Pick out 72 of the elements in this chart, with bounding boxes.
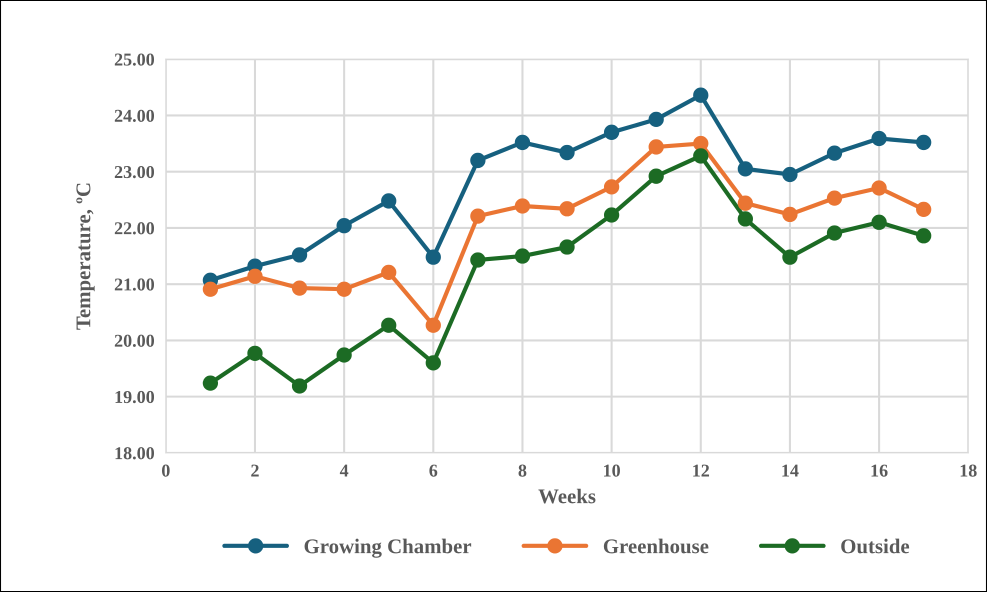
point: [336, 347, 352, 363]
point: [202, 282, 218, 297]
point: [381, 193, 396, 209]
x-tick-label: 14: [782, 464, 799, 477]
point: [604, 207, 620, 223]
legend-label: Greenhouse: [604, 538, 708, 554]
point: [738, 161, 753, 177]
y-tick-label: 18.00: [116, 447, 154, 460]
point: [202, 376, 218, 391]
point: [559, 239, 575, 255]
point: [738, 211, 753, 227]
point: [470, 208, 486, 224]
point: [559, 144, 575, 160]
point: [514, 198, 530, 214]
x-tick-label: 2: [251, 464, 259, 477]
y-tick-label: 22.00: [114, 222, 154, 234]
point: [514, 134, 530, 150]
point: [247, 346, 263, 361]
point: [648, 139, 664, 155]
point: [470, 152, 486, 168]
point: [871, 130, 887, 146]
x-tick-label: 6: [429, 464, 438, 477]
point: [782, 250, 798, 265]
point: [871, 214, 887, 230]
point: [738, 196, 753, 211]
y-tick-label: 23.00: [114, 166, 154, 178]
point: [693, 136, 708, 152]
y-tick-label: 20.00: [114, 334, 154, 347]
x-tick-label: 16: [872, 464, 888, 477]
point: [826, 190, 842, 206]
point: [826, 225, 842, 241]
point: [470, 252, 486, 268]
point: [292, 247, 308, 263]
point: [247, 268, 263, 284]
y-axis-title: Temperature, ºC: [76, 184, 95, 330]
point: [514, 248, 530, 264]
y-tick-label: 21.00: [114, 278, 154, 291]
legend-label: Outside: [841, 538, 910, 554]
point: [693, 148, 708, 164]
point: [916, 202, 932, 217]
point: [693, 88, 708, 103]
point: [826, 145, 842, 161]
point: [292, 378, 308, 394]
point: [604, 179, 620, 195]
x-tick-label: 0: [162, 464, 170, 477]
point: [648, 168, 664, 184]
y-tick-label: 25.00: [114, 53, 154, 66]
point: [782, 166, 798, 182]
point: [604, 124, 620, 140]
point: [559, 201, 575, 216]
point: [426, 355, 441, 371]
point: [916, 134, 932, 150]
point: [916, 228, 932, 244]
point: [292, 280, 308, 296]
x-tick-label: 12: [693, 464, 710, 477]
point: [426, 250, 441, 265]
point: [336, 218, 352, 234]
x-axis-title: Weeks: [538, 488, 596, 504]
legend-label: Growing Chamber: [304, 538, 472, 558]
point: [381, 318, 396, 333]
point: [381, 264, 396, 280]
point: [782, 206, 798, 222]
x-tick-label: 18: [960, 464, 977, 477]
point: [871, 180, 887, 196]
x-tick-label: 10: [604, 464, 620, 477]
x-tick-label: 8: [518, 464, 526, 477]
y-tick-label: 19.00: [116, 390, 154, 404]
point: [648, 112, 664, 128]
y-tick-label: 24.00: [114, 110, 154, 122]
point: [426, 318, 441, 333]
point: [336, 282, 352, 297]
x-tick-label: 4: [340, 464, 348, 477]
